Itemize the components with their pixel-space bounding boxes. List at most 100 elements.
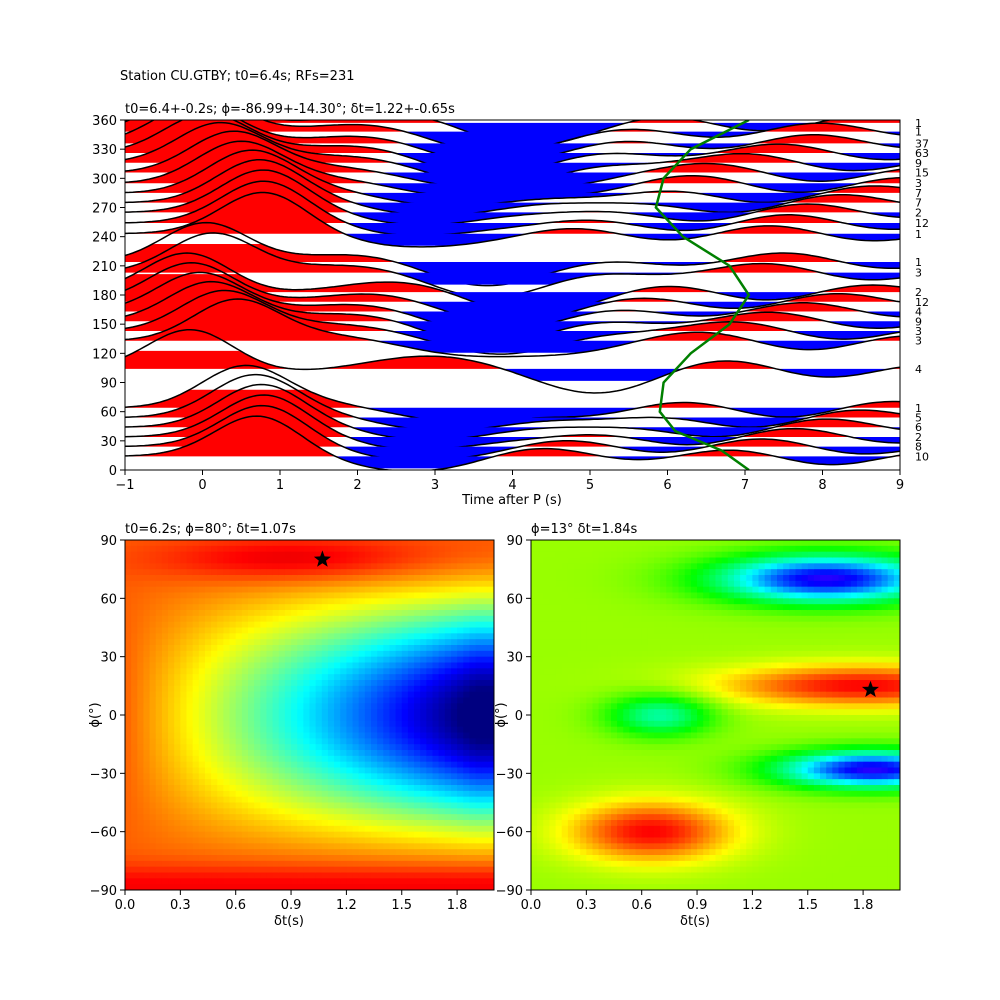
x-tick-label: 3 [431, 478, 439, 493]
x-tick-label: 0.0 [115, 898, 136, 913]
trace-count: 7 [915, 197, 922, 210]
x-tick-label: 9 [896, 478, 904, 493]
x-tick-label: 0.6 [225, 898, 246, 913]
y-tick-label: 30 [100, 435, 117, 450]
x-tick-label: 0.9 [281, 898, 302, 913]
trace-line [125, 394, 900, 451]
x-tick-label: 4 [508, 478, 516, 493]
trace-count: 1 [915, 402, 922, 415]
left-x-axis-label: δt(s) [274, 914, 304, 929]
trace-count: 15 [915, 167, 929, 180]
x-tick-label: 0.3 [170, 898, 191, 913]
trace-negative-fill [125, 407, 900, 420]
trace-negative-fill [125, 143, 900, 156]
trace-negative-fill [125, 436, 900, 449]
y-tick-label: 360 [92, 114, 117, 129]
trace-negative-fill [125, 301, 900, 314]
trace-count: 3 [915, 325, 922, 338]
trace-negative-fill [125, 368, 900, 381]
x-tick-label: 1 [276, 478, 284, 493]
trace-negative-fill [125, 192, 900, 205]
trace-count: 9 [915, 157, 922, 170]
trace-count: 9 [915, 315, 922, 328]
right-best-fit-star [861, 680, 879, 697]
y-tick-label: 150 [92, 318, 117, 333]
y-tick-label: 90 [100, 534, 117, 549]
trace-count: 12 [915, 296, 929, 309]
trace-negative-fill [125, 292, 900, 305]
trace-positive-fill [125, 293, 900, 312]
right-heatmap [531, 540, 900, 890]
trace-line [125, 415, 900, 470]
y-tick-label: 300 [92, 172, 117, 187]
y-tick-label: 240 [92, 231, 117, 246]
left-panel: t0=6.2s; ϕ=80°; δt=1.07s 0.0 0.3 0.6 0.9 1.2… [88, 522, 495, 929]
x-tick-label: 1.2 [336, 898, 357, 913]
trace-count: 10 [915, 450, 929, 463]
trace-count: 7 [915, 187, 922, 200]
x-tick-label: 1.5 [391, 898, 412, 913]
trace-line [125, 191, 900, 248]
trace-negative-fill [125, 202, 900, 215]
trace-negative-fill [125, 311, 900, 324]
x-tick-label: 1.8 [853, 898, 874, 913]
y-tick-label: 210 [92, 260, 117, 275]
trace-positive-fill [125, 322, 900, 341]
trace-negative-fill [125, 456, 900, 469]
x-tick-label: 6 [663, 478, 671, 493]
x-tick-label: 0.9 [687, 898, 708, 913]
x-tick-label: 0.3 [576, 898, 597, 913]
trace-negative-fill [125, 321, 900, 334]
trace-positive-fill [125, 125, 900, 144]
trace-count: 6 [915, 421, 922, 434]
trace-count: 5 [915, 412, 922, 425]
y-tick-label: −60 [90, 826, 117, 841]
x-tick-label: −1 [115, 478, 134, 493]
y-tick-label: −30 [496, 767, 523, 782]
trace-line [125, 159, 900, 217]
trace-negative-fill [125, 272, 900, 285]
trace-line [125, 180, 900, 237]
left-y-axis-label: ϕ(°) [88, 702, 103, 727]
top-y-axis: 0 30 60 90 120 150 180 210 240 270 300 330 360 [92, 114, 125, 479]
y-tick-label: −90 [90, 884, 117, 899]
left-heatmap [125, 540, 494, 890]
y-tick-label: 270 [92, 202, 117, 217]
trace-count: 2 [915, 431, 922, 444]
trace-negative-fill [125, 162, 900, 175]
trace-count: 3 [915, 335, 922, 348]
trace-count: 1 [915, 228, 922, 241]
delay-time-curve [654, 120, 751, 470]
trace-negative-fill [125, 223, 900, 236]
x-tick-label: 1.5 [797, 898, 818, 913]
x-tick-label: 5 [586, 478, 594, 493]
trace-count: 1 [915, 117, 922, 130]
trace-count: 4 [915, 306, 922, 319]
top-panel: t0=6.4+-0.2s; ϕ=-86.99+-14.30°; δt=1.22+… [92, 102, 929, 508]
y-tick-label: 0 [515, 709, 523, 724]
left-y-axis: −90 −60 −30 0 30 60 90 [90, 534, 125, 899]
trace-count: 12 [915, 217, 929, 230]
trace-line [125, 383, 900, 441]
y-tick-label: 60 [100, 406, 117, 421]
trace-positive-fill [125, 243, 900, 262]
y-tick-label: 120 [92, 347, 117, 362]
y-tick-label: −60 [496, 826, 523, 841]
trace-line [125, 298, 900, 358]
y-tick-label: −90 [496, 884, 523, 899]
figure-suptitle: Station CU.GTBY; t0=6.4s; RFs=231 [120, 69, 355, 84]
trace-positive-fill [125, 350, 900, 369]
receiver-function-traces [125, 120, 900, 470]
x-tick-label: 1.2 [742, 898, 763, 913]
trace-negative-fill [125, 417, 900, 430]
right-x-axis-label: δt(s) [680, 914, 710, 929]
y-tick-label: 180 [92, 289, 117, 304]
right-y-axis: −90 −60 −30 0 30 60 90 [496, 534, 531, 899]
trace-count: 1 [915, 126, 922, 139]
trace-negative-fill [125, 172, 900, 185]
top-x-axis-label: Time after P (s) [461, 493, 562, 508]
x-tick-label: 1.8 [447, 898, 468, 913]
right-panel-title: ϕ=13° δt=1.84s [531, 522, 638, 537]
trace-count: 1 [915, 256, 922, 269]
